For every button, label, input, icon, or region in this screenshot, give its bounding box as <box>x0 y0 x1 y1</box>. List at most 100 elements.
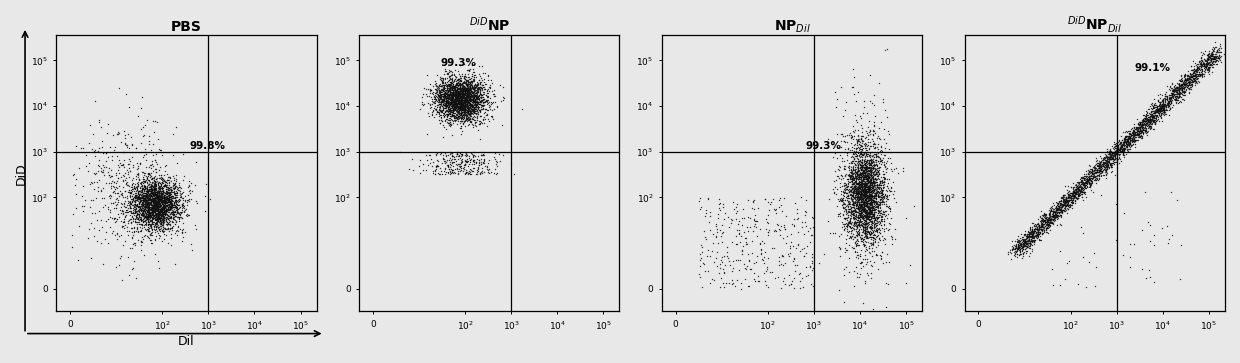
Point <box>844 212 864 217</box>
Point <box>870 180 890 185</box>
Point <box>1203 57 1223 62</box>
Point <box>165 184 185 190</box>
Point <box>849 153 869 159</box>
Point <box>1039 219 1059 225</box>
Point <box>1132 135 1152 141</box>
Point <box>1104 151 1123 157</box>
Point <box>440 95 460 101</box>
Point <box>440 155 460 161</box>
Point <box>1199 60 1219 66</box>
Point <box>843 201 863 207</box>
Point <box>858 185 878 191</box>
Point <box>145 191 165 196</box>
Point <box>863 193 883 199</box>
Point <box>443 159 463 164</box>
Point <box>1050 195 1070 201</box>
Point <box>1126 125 1146 131</box>
Point <box>1050 201 1070 207</box>
Point <box>461 101 481 107</box>
Point <box>1173 85 1193 91</box>
Point <box>1195 69 1215 74</box>
Point <box>466 97 486 102</box>
Point <box>847 139 867 145</box>
Point <box>1111 146 1131 151</box>
Point <box>1180 74 1200 80</box>
Point <box>161 193 181 199</box>
Point <box>852 222 872 228</box>
Point <box>1111 142 1131 148</box>
Point <box>851 133 870 139</box>
Point <box>1050 214 1070 220</box>
Point <box>852 159 872 165</box>
Point <box>843 188 863 193</box>
Point <box>420 90 440 96</box>
Point <box>1184 70 1204 76</box>
Point <box>118 220 138 226</box>
Point <box>1112 146 1132 152</box>
Point <box>465 101 485 106</box>
Point <box>878 183 898 189</box>
Point <box>1151 111 1171 117</box>
Point <box>857 193 877 199</box>
Point <box>435 102 455 108</box>
Point <box>849 203 869 209</box>
Point <box>1159 98 1179 103</box>
Point <box>448 76 467 82</box>
Point <box>455 93 475 99</box>
Point <box>1198 61 1218 67</box>
Point <box>1021 242 1040 248</box>
Point <box>443 96 463 102</box>
Point <box>146 212 166 217</box>
Point <box>453 103 472 109</box>
Point <box>1166 97 1185 102</box>
Point <box>841 189 861 195</box>
Point <box>1044 210 1064 216</box>
Point <box>874 192 894 197</box>
Point <box>451 102 471 107</box>
Point <box>1167 91 1187 97</box>
Point <box>1158 101 1178 107</box>
Point <box>134 208 154 214</box>
Point <box>450 82 470 88</box>
Point <box>802 251 822 257</box>
Point <box>1109 143 1128 149</box>
Point <box>115 188 135 194</box>
Point <box>146 189 166 195</box>
Point <box>150 195 170 201</box>
Point <box>151 184 171 189</box>
Point <box>1120 133 1140 139</box>
Point <box>856 214 875 220</box>
Point <box>98 204 118 210</box>
Point <box>134 211 154 216</box>
Point <box>1039 215 1059 221</box>
Point <box>1145 111 1164 117</box>
Point <box>1166 85 1185 91</box>
Point <box>1133 126 1153 132</box>
Point <box>1047 212 1066 218</box>
Point <box>143 198 162 204</box>
Point <box>420 102 440 108</box>
Point <box>149 197 169 203</box>
Point <box>439 109 459 114</box>
Point <box>162 193 182 199</box>
Point <box>1111 144 1131 150</box>
Point <box>444 114 464 119</box>
Point <box>434 113 454 119</box>
Point <box>438 108 458 114</box>
Point <box>1029 227 1049 233</box>
Point <box>794 284 813 290</box>
Point <box>1069 183 1089 189</box>
Point <box>835 166 854 171</box>
Point <box>464 106 484 112</box>
Point <box>848 167 868 173</box>
Point <box>836 146 856 152</box>
Point <box>92 224 112 230</box>
Point <box>868 146 888 152</box>
Point <box>1156 105 1176 110</box>
Point <box>165 191 185 196</box>
Point <box>842 211 862 216</box>
Point <box>851 113 870 119</box>
Point <box>1049 206 1069 212</box>
Point <box>438 106 458 112</box>
Point <box>138 186 157 192</box>
